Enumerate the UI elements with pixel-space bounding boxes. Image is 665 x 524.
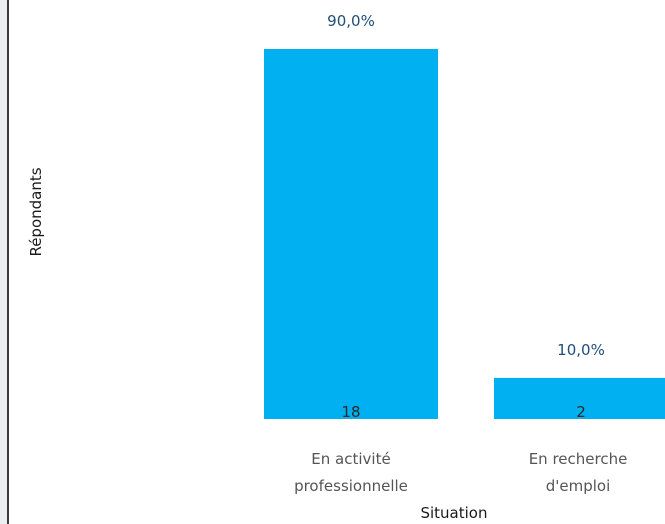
count-label-1: 18 [341, 403, 360, 421]
count-label-2: 2 [576, 403, 586, 421]
panel-border [0, 0, 9, 524]
category-label-1: En activité professionnelle [294, 450, 408, 495]
percent-label-2: 10,0% [557, 341, 605, 359]
x-axis-label: Situation [420, 504, 487, 522]
y-axis-label: Répondants [27, 167, 45, 256]
category-label-2: En recherche d'emploi [529, 450, 628, 495]
bar-2 [494, 377, 665, 419]
bar-1 [264, 49, 438, 419]
category-label-line: professionnelle [294, 477, 408, 495]
category-label-line: En activité [311, 450, 390, 468]
labels-layer: 90,0% 18 En activité professionnelle 10,0% 2 E… [294, 12, 627, 495]
bars-layer [264, 49, 665, 419]
category-label-line: En recherche [529, 450, 628, 468]
percent-label-1: 90,0% [327, 12, 375, 30]
category-label-line: d'emploi [546, 477, 611, 495]
